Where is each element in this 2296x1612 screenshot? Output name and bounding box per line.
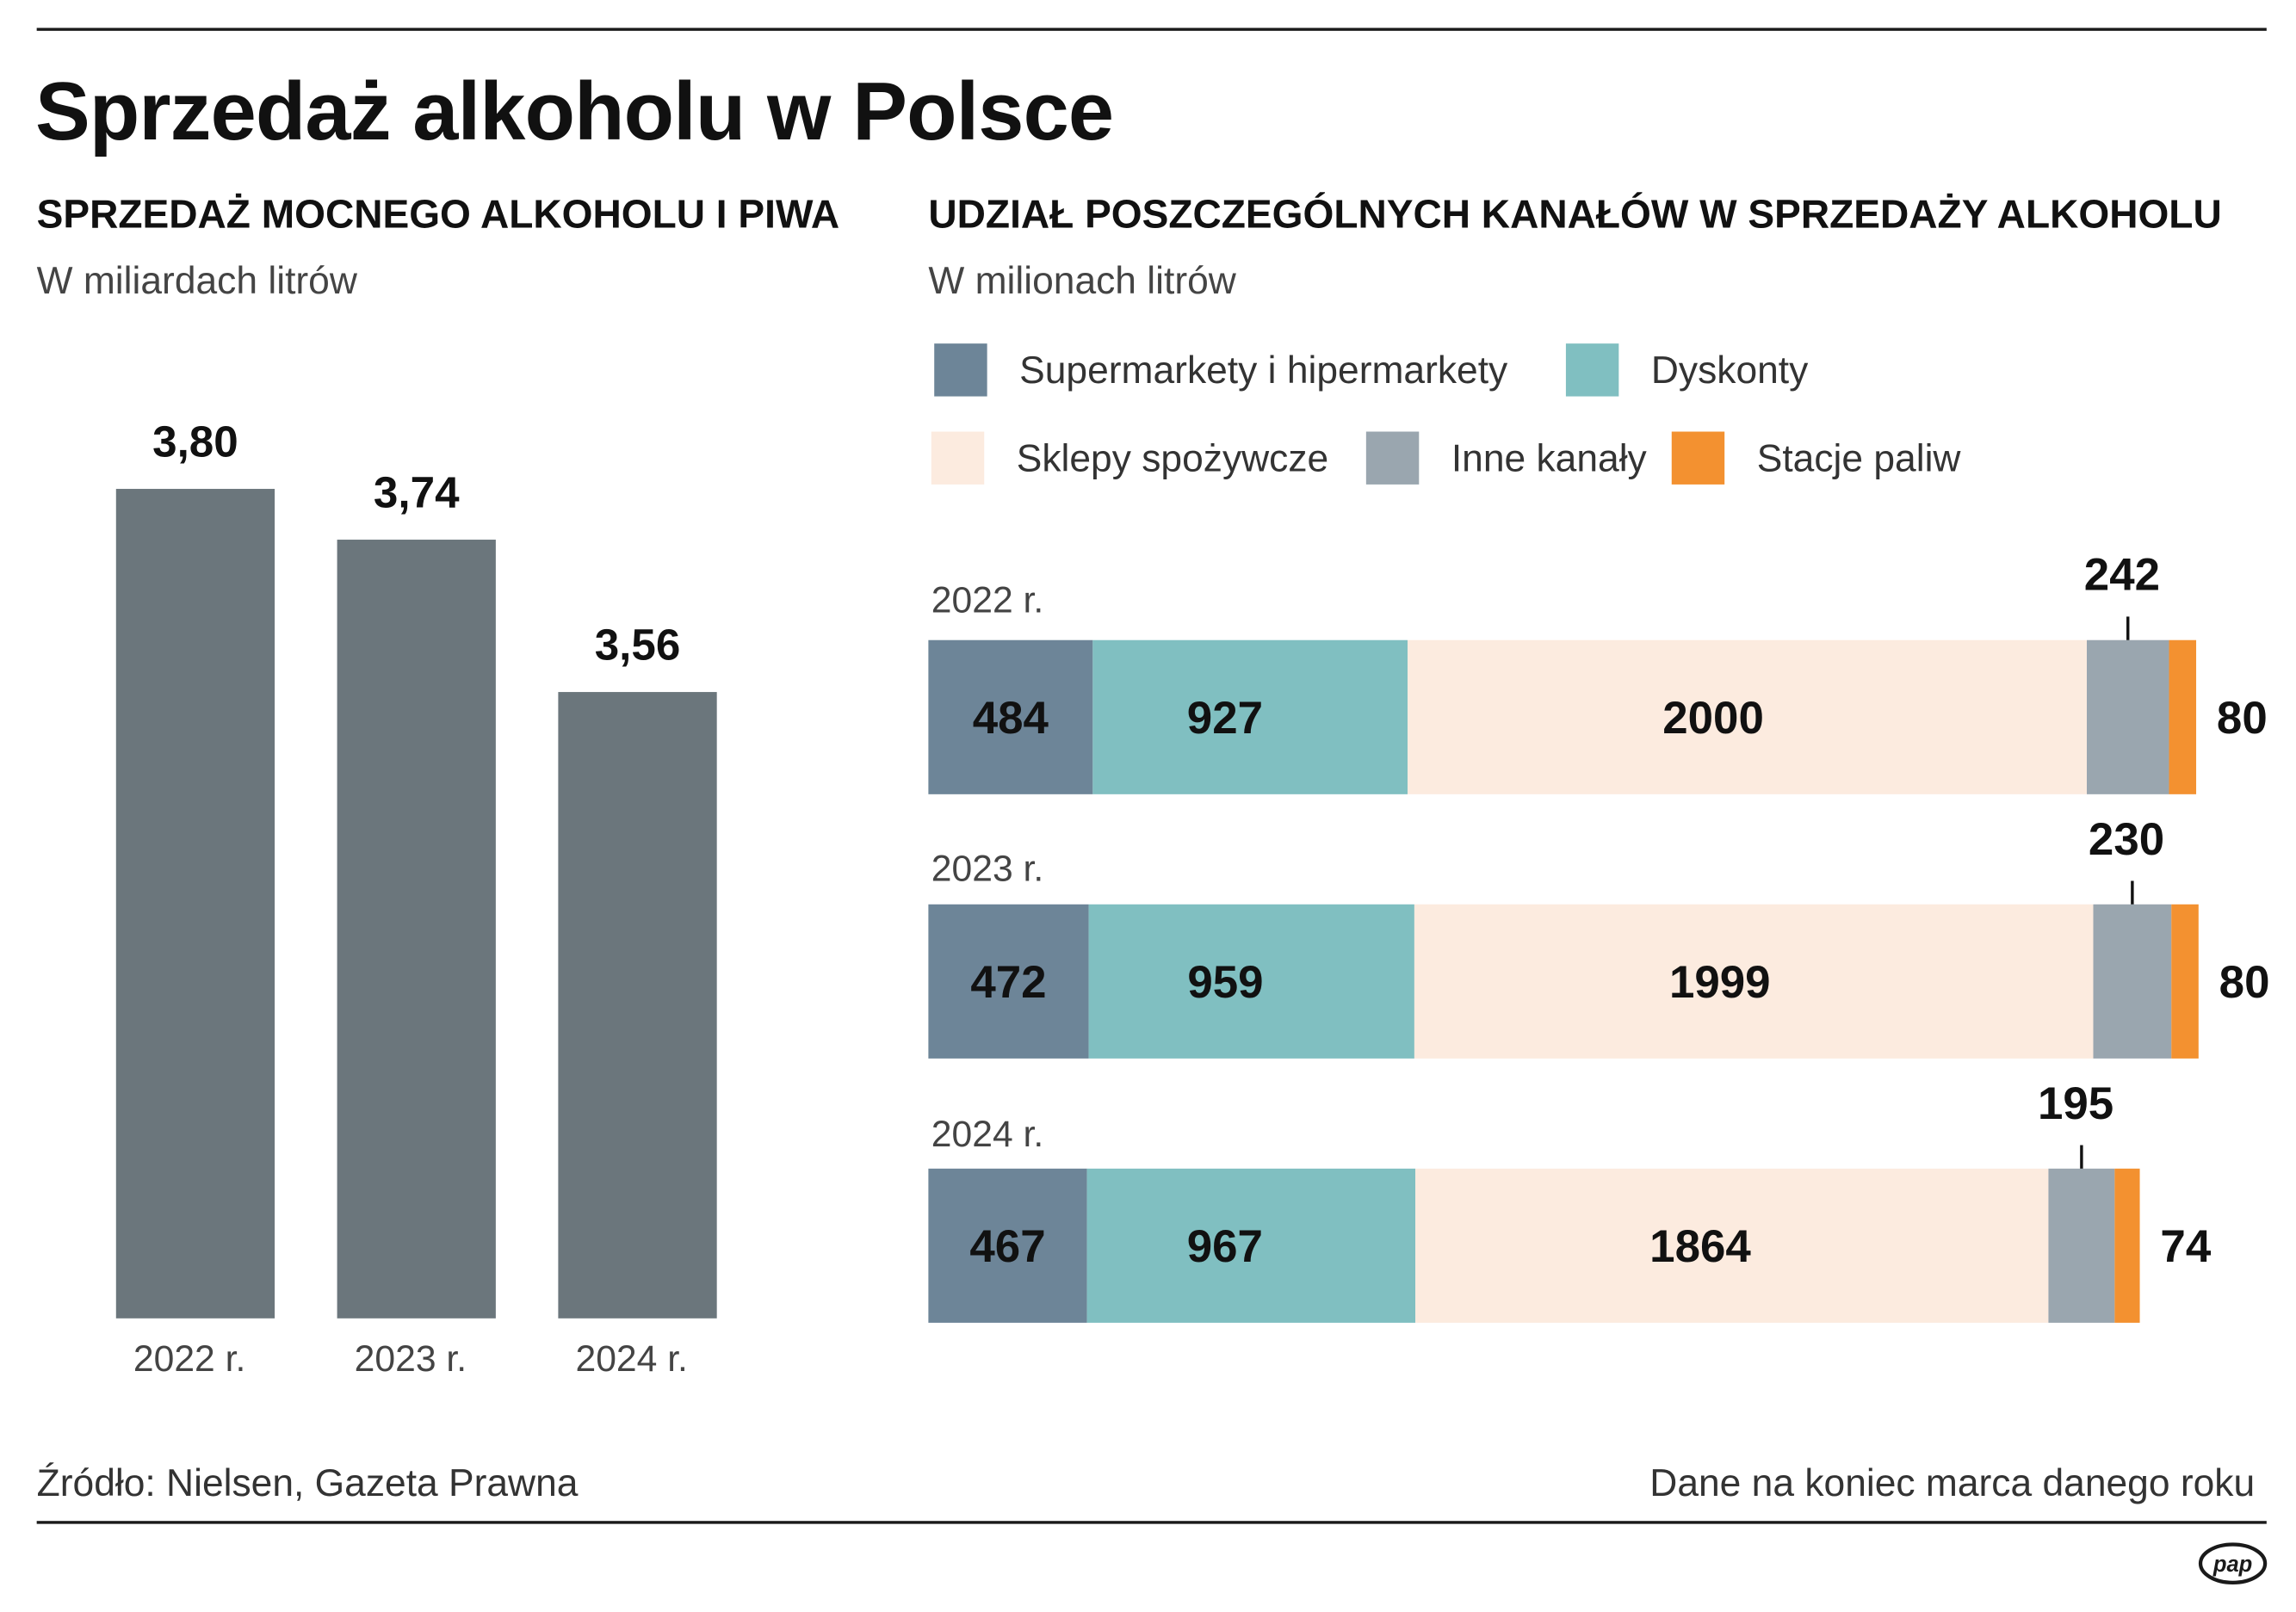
segment-value-label: 242 (2084, 550, 2160, 601)
x-tick-label: 2024 r. (575, 1338, 687, 1380)
segment-1 (928, 1168, 1087, 1323)
segment-5 (2171, 904, 2199, 1059)
segment-value-label: 74 (2160, 1221, 2211, 1272)
legend-swatch (1365, 431, 1420, 485)
segment-value-label: 1999 (1669, 957, 1771, 1008)
segment-value-label: 959 (1187, 957, 1263, 1008)
bottom-rule (36, 1521, 2267, 1524)
legend-label: Sklepy spożywcze (1016, 435, 1329, 480)
data-note: Dane na koniec marca danego roku (1649, 1461, 2256, 1505)
segment-value-label: 1864 (1649, 1221, 1751, 1272)
segment-2 (1086, 1168, 1416, 1323)
segment-3 (1415, 1168, 2049, 1323)
row-year-label: 2023 r. (931, 848, 1043, 889)
segment-2 (1088, 904, 1414, 1059)
row-year-label: 2022 r. (931, 579, 1043, 621)
segment-value-label: 80 (2219, 957, 2270, 1008)
segment-value-label: 484 (973, 693, 1049, 744)
segment-4 (2093, 904, 2172, 1059)
left-chart-heading: SPRZEDAŻ MOCNEGO ALKOHOLU I PIWA (36, 192, 840, 237)
bar-2022r (115, 489, 275, 1319)
legend-swatch (931, 431, 985, 485)
segment-2 (1092, 639, 1408, 794)
segment-value-label: 80 (2217, 693, 2268, 744)
legend-label: Stacje paliw (1756, 435, 1961, 480)
segment-5 (2114, 1168, 2140, 1323)
volume-bar-chart: 3,80 2022 r. 3,74 2023 r. 3,56 2024 r. (115, 417, 717, 1380)
segment-value-label: 927 (1187, 693, 1263, 744)
pap-logo-text: pap (2212, 1553, 2252, 1577)
segment-1 (928, 904, 1089, 1059)
segment-value-label: 467 (969, 1221, 1045, 1272)
segment-value-label: 195 (2038, 1078, 2113, 1129)
x-tick-label: 2023 r. (355, 1338, 467, 1380)
right-chart-heading: UDZIAŁ POSZCZEGÓLNYCH KANAŁÓW W SPRZEDAŻ… (928, 192, 2222, 237)
segment-value-label: 967 (1187, 1221, 1263, 1272)
bar-value-label: 3,56 (595, 621, 681, 670)
segment-4 (2087, 639, 2169, 794)
segment-3 (1414, 904, 2094, 1059)
legend-swatch (1671, 431, 1725, 485)
segment-3 (1408, 639, 2088, 794)
bar-2023r (337, 540, 496, 1319)
top-rule (36, 28, 2267, 31)
right-chart-unit: W milionach litrów (928, 258, 1236, 303)
page-title: Sprzedaż alkoholu w Polsce (34, 65, 1114, 157)
channel-stacked-bar-chart: 2022 r. 484 927 2000 242 80 2023 r. 472 959 1999 2… (928, 550, 2270, 1323)
segment-4 (2048, 1168, 2115, 1323)
left-chart-unit: W miliardach litrów (36, 258, 357, 303)
legend-swatch (934, 343, 987, 397)
bar-value-label: 3,80 (152, 417, 238, 466)
legend-swatch (1565, 343, 1619, 397)
segment-1 (928, 639, 1093, 794)
legend-label: Inne kanały (1451, 435, 1647, 480)
segment-5 (2169, 639, 2197, 794)
x-tick-label: 2022 r. (133, 1338, 245, 1380)
segment-value-label: 472 (970, 957, 1046, 1008)
source-note: Źródło: Nielsen, Gazeta Prawna (36, 1461, 579, 1505)
segment-value-label: 230 (2089, 814, 2164, 865)
segment-value-label: 2000 (1662, 693, 1764, 744)
legend-label: Dyskonty (1650, 348, 1809, 392)
row-year-label: 2024 r. (931, 1114, 1043, 1155)
bar-value-label: 3,74 (374, 468, 460, 517)
pap-logo: pap (2198, 1542, 2268, 1584)
bar-2024r (558, 692, 717, 1319)
legend-label: Supermarkety i hipermarkety (1019, 348, 1508, 392)
